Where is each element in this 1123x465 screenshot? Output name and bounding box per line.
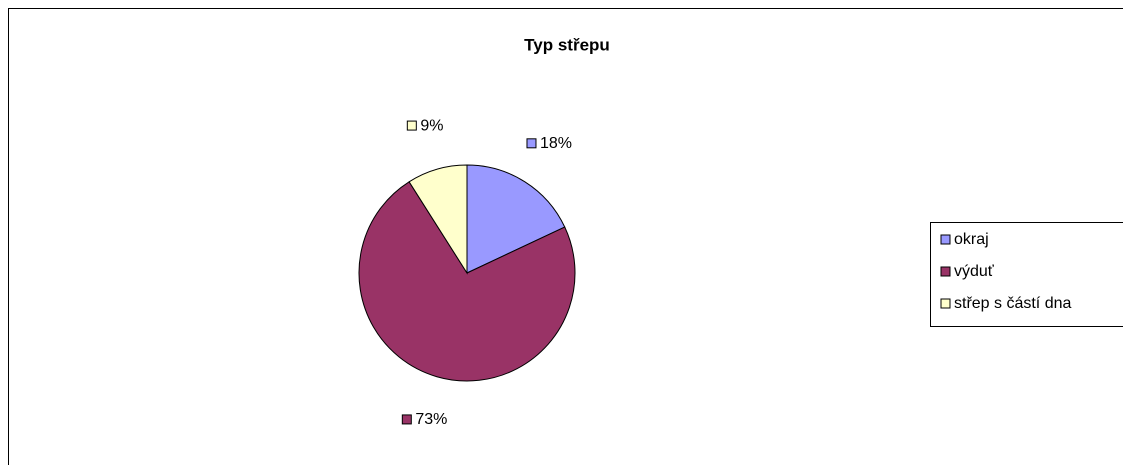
legend-box [930, 222, 1123, 327]
label-swatch [401, 414, 412, 425]
pie-slice [408, 164, 468, 275]
label-swatch [406, 120, 417, 131]
label-swatch [526, 138, 537, 149]
pie-slice [358, 181, 576, 382]
legend-label: střep s částí dna [954, 295, 1071, 312]
legend-swatch [940, 266, 951, 277]
pie-slice [466, 164, 566, 274]
chart-title: Typ střepu [524, 35, 610, 54]
data-label: 73% [415, 411, 447, 428]
legend-swatch [940, 234, 951, 245]
legend-swatch [940, 298, 951, 309]
data-label: 18% [540, 135, 572, 152]
legend-label: okraj [954, 231, 989, 248]
data-label: 9% [420, 117, 443, 134]
legend-label: výduť [954, 263, 995, 280]
